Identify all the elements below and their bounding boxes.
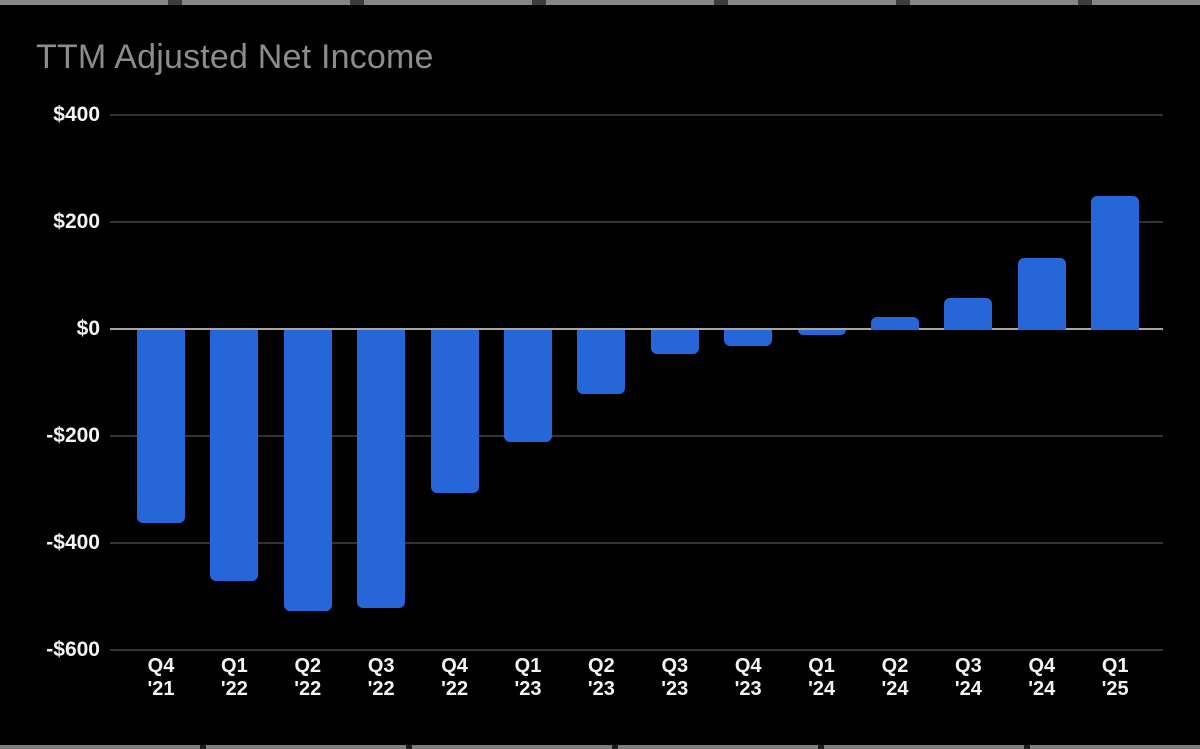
x-tick-label: Q4 '24 [1028, 655, 1056, 700]
gridline [110, 221, 1163, 223]
x-tick-label: Q3 '22 [367, 655, 395, 700]
x-tick-label: Q1 '23 [514, 655, 542, 700]
top-edge-strip [0, 0, 1200, 5]
bar [1091, 196, 1140, 330]
bar [944, 297, 993, 330]
x-tick-label: Q2 '24 [881, 655, 909, 700]
bar [137, 330, 185, 523]
x-tick-label: Q2 '22 [294, 655, 322, 700]
x-tick-label: Q4 '23 [734, 655, 762, 700]
bar [357, 330, 406, 609]
bar [724, 330, 773, 347]
gridline [110, 114, 1163, 116]
bar [650, 330, 699, 355]
bar [577, 330, 626, 395]
x-tick-label: Q2 '23 [587, 655, 615, 700]
y-tick-label: $200 [53, 210, 100, 233]
bottom-edge-strip [0, 745, 1200, 749]
gridline [110, 542, 1163, 544]
x-tick-label: Q1 '24 [808, 655, 836, 700]
x-tick-label: Q3 '24 [954, 655, 982, 700]
y-tick-label: -$400 [46, 531, 100, 554]
bar [504, 330, 552, 443]
bar [1017, 257, 1066, 330]
y-tick-label: -$600 [46, 638, 100, 661]
zero-axis-line [110, 328, 1163, 330]
gridline [110, 649, 1163, 651]
bar [797, 330, 846, 336]
y-tick-label: $0 [76, 317, 100, 340]
chart-title: TTM Adjusted Net Income [36, 38, 434, 76]
x-tick-label: Q4 '21 [147, 655, 175, 700]
bar [871, 316, 919, 330]
x-tick-label: Q3 '23 [661, 655, 689, 700]
y-tick-label: -$200 [46, 424, 100, 447]
gridline [110, 435, 1163, 437]
bar [210, 330, 259, 582]
y-tick-label: $400 [53, 103, 100, 126]
bar [283, 330, 332, 611]
bar [430, 330, 479, 494]
x-tick-label: Q4 '22 [441, 655, 469, 700]
x-tick-label: Q1 '25 [1101, 655, 1129, 700]
x-tick-label: Q1 '22 [220, 655, 248, 700]
